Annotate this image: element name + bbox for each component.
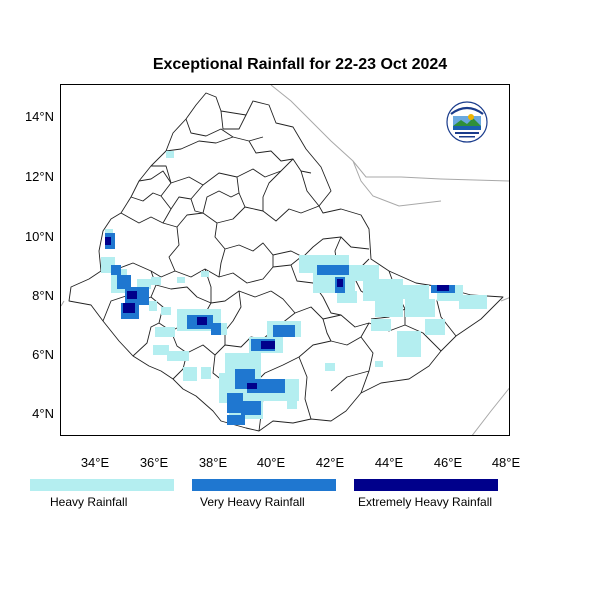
x-tick-label: 44°E <box>374 455 404 470</box>
legend-label-very-heavy: Very Heavy Rainfall <box>200 495 305 509</box>
x-tick-label: 40°E <box>256 455 286 470</box>
map-title: Exceptional Rainfall for 22-23 Oct 2024 <box>152 56 448 73</box>
x-tick-label: 48°E <box>491 455 521 470</box>
y-tick-label: 12°N <box>24 169 54 184</box>
y-tick-label: 6°N <box>32 347 54 362</box>
map-panel <box>60 84 510 436</box>
legend-label-extremely-heavy: Extremely Heavy Rainfall <box>358 495 493 509</box>
x-tick-label: 38°E <box>198 455 228 470</box>
y-tick-label: 8°N <box>32 288 54 303</box>
x-tick-label: 42°E <box>315 455 345 470</box>
y-tick-label: 14°N <box>24 109 54 124</box>
legend-swatch-heavy <box>30 479 174 491</box>
legend-label-heavy: Heavy Rainfall <box>50 495 128 509</box>
legend-swatch-extremely-heavy <box>354 479 498 491</box>
neighbor-borders <box>61 85 509 435</box>
extremely-heavy-rainfall-area <box>105 237 449 389</box>
x-tick-label: 36°E <box>139 455 169 470</box>
meteorology-institute-logo <box>446 101 488 143</box>
y-tick-label: 4°N <box>32 406 54 421</box>
legend-swatch-very-heavy <box>192 479 336 491</box>
ethiopia-map <box>61 85 509 435</box>
x-tick-label: 46°E <box>433 455 463 470</box>
x-tick-label: 34°E <box>80 455 110 470</box>
y-tick-label: 10°N <box>24 229 54 244</box>
